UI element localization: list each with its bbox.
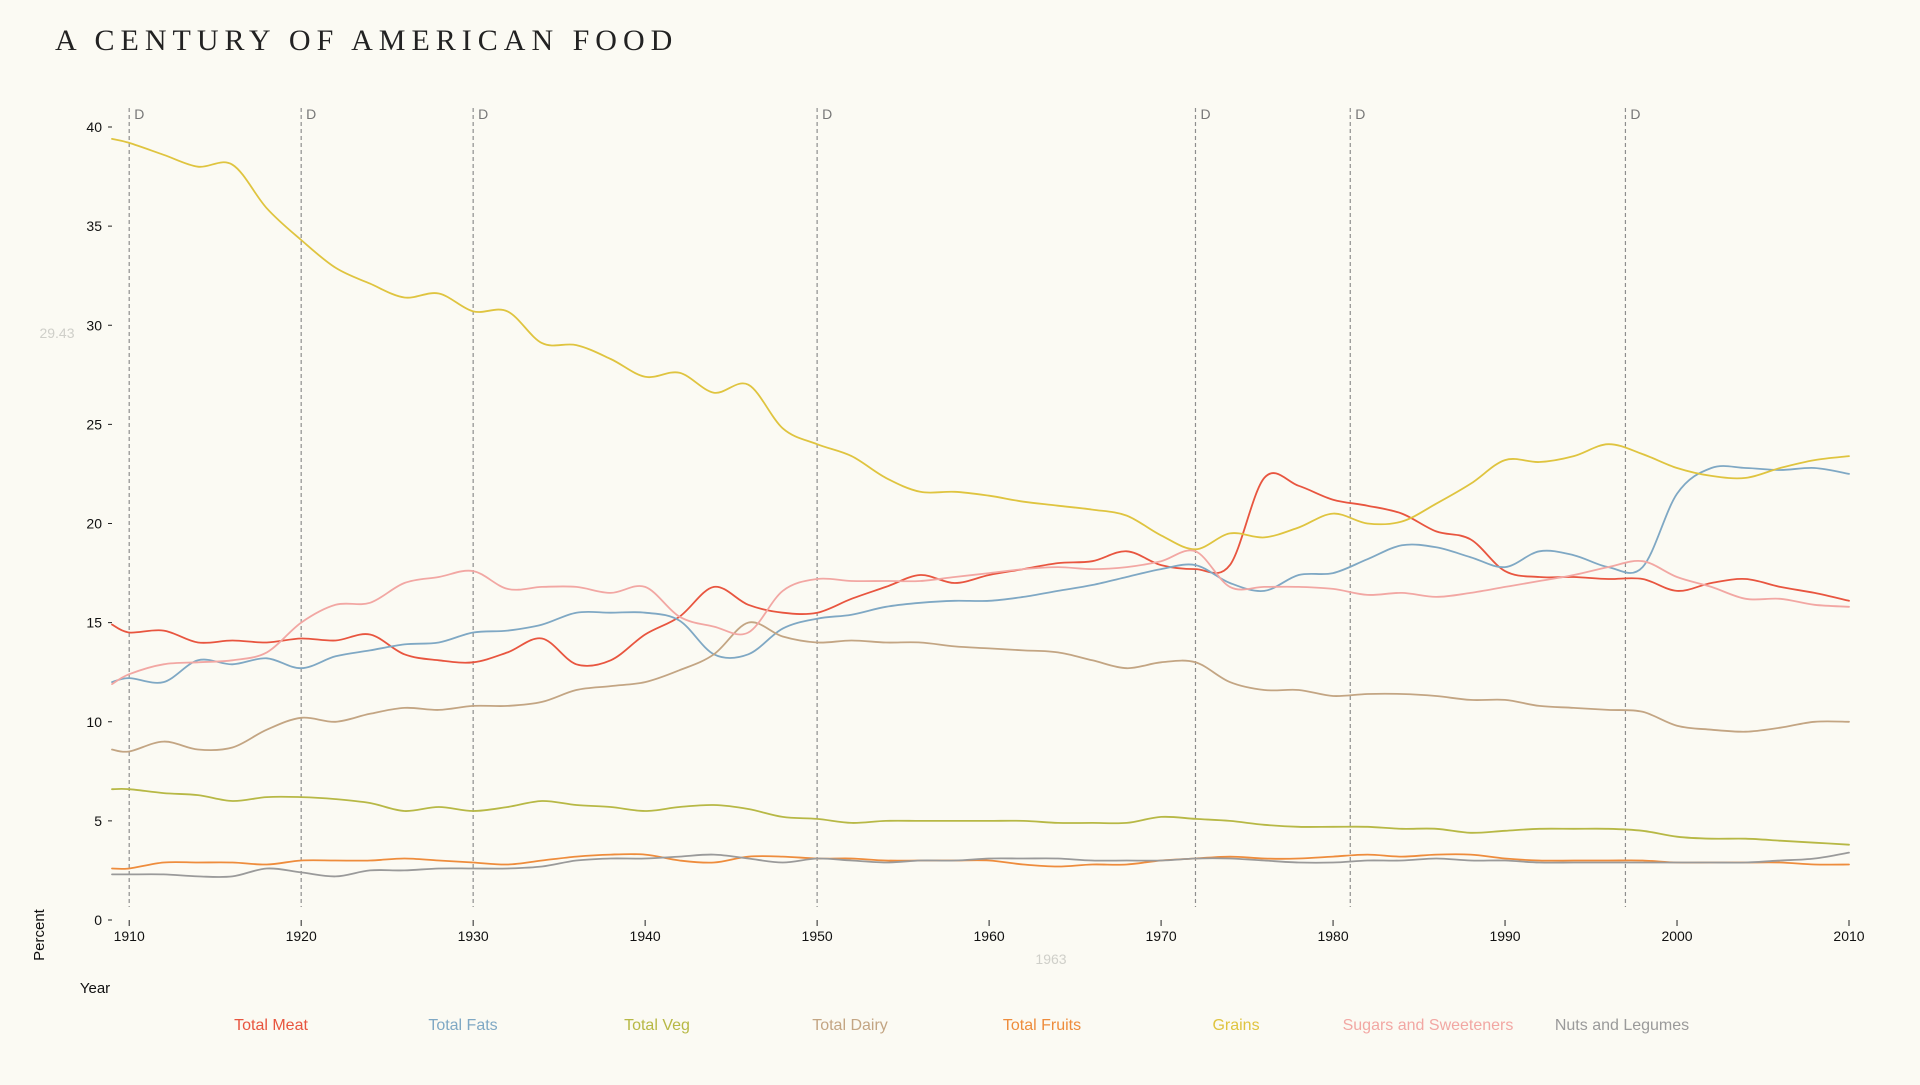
- series-line-grains[interactable]: [111, 138, 1850, 551]
- x-tick-label-1910: 1910: [114, 928, 145, 944]
- series-layer: [111, 138, 1850, 878]
- x-tick-label-2010: 2010: [1833, 928, 1864, 944]
- x-axis: 1910 1920 1930 1940 1950 1960 1970 1980 1990 2000…: [114, 920, 1865, 944]
- chart-title: A CENTURY OF AMERICAN FOOD: [55, 24, 679, 57]
- x-tick-label-1960: 1960: [974, 928, 1005, 944]
- y-tick-label-0: 0: [94, 912, 102, 928]
- x-tick-label-1970: 1970: [1146, 928, 1177, 944]
- annotation-label-1997: D: [1630, 106, 1640, 122]
- y-tick-label-25: 25: [86, 416, 102, 432]
- x-tick-label-1980: 1980: [1317, 928, 1348, 944]
- legend-item-total-fats[interactable]: Total Fats: [428, 1017, 497, 1034]
- x-tick-label-2000: 2000: [1661, 928, 1692, 944]
- y-axis-label: Percent: [31, 908, 48, 961]
- legend-item-total-dairy[interactable]: Total Dairy: [812, 1017, 888, 1034]
- y-tick-label-35: 35: [86, 218, 102, 234]
- series-line-total-dairy[interactable]: [111, 621, 1850, 753]
- annotation-label-1930: D: [478, 106, 488, 122]
- annotation-label-1920: D: [306, 106, 316, 122]
- series-line-total-fats[interactable]: [111, 465, 1850, 684]
- y-tick-label-20: 20: [86, 516, 102, 532]
- x-axis-label: Year: [80, 980, 110, 997]
- series-line-total-meat[interactable]: [111, 472, 1850, 667]
- legend: Total Meat Total Fats Total Veg Total Dairy…: [234, 1017, 1689, 1034]
- legend-item-total-meat[interactable]: Total Meat: [234, 1017, 308, 1034]
- y-tick-label-30: 30: [86, 317, 102, 333]
- annotation-label-1950: D: [822, 106, 832, 122]
- y-tick-label-15: 15: [86, 615, 102, 631]
- x-tick-label-1940: 1940: [630, 928, 661, 944]
- series-line-nuts-and-legumes[interactable]: [111, 851, 1850, 878]
- y-tick-label-5: 5: [94, 813, 102, 829]
- hover-year-label: 1963: [1035, 951, 1066, 967]
- y-tick-label-40: 40: [86, 119, 102, 135]
- series-line-sugars-and-sweeteners[interactable]: [111, 549, 1850, 685]
- x-tick-label-1950: 1950: [802, 928, 833, 944]
- x-tick-label-1930: 1930: [458, 928, 489, 944]
- annotation-label-1972: D: [1200, 106, 1210, 122]
- legend-item-grains[interactable]: Grains: [1212, 1017, 1259, 1034]
- legend-item-sugars-and-sweeteners[interactable]: Sugars and Sweeteners: [1343, 1017, 1514, 1034]
- x-tick-label-1990: 1990: [1489, 928, 1520, 944]
- y-tick-label-10: 10: [86, 714, 102, 730]
- annotation-label-1910: D: [134, 106, 144, 122]
- annotation-label-1981: D: [1355, 106, 1365, 122]
- legend-item-total-veg[interactable]: Total Veg: [624, 1017, 690, 1034]
- hover-value-label: 29.43: [39, 325, 74, 341]
- series-line-total-veg[interactable]: [111, 787, 1850, 846]
- series-line-total-fruits[interactable]: [111, 853, 1850, 870]
- x-tick-label-1920: 1920: [286, 928, 317, 944]
- y-axis: 0 5 10 15 20 25 30 35 40: [86, 119, 112, 928]
- legend-item-nuts-and-legumes[interactable]: Nuts and Legumes: [1555, 1017, 1689, 1034]
- legend-item-total-fruits[interactable]: Total Fruits: [1003, 1017, 1081, 1034]
